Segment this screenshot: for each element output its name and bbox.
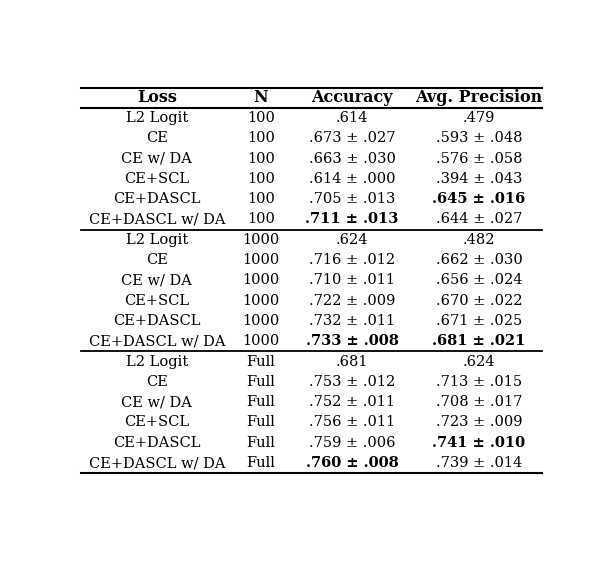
Text: .732 ± .011: .732 ± .011 xyxy=(309,314,395,328)
Text: Full: Full xyxy=(246,415,275,430)
Text: .670 ± .022: .670 ± .022 xyxy=(436,294,522,308)
Text: .479: .479 xyxy=(463,111,495,125)
Text: Avg. Precision: Avg. Precision xyxy=(415,89,542,106)
Text: N: N xyxy=(254,89,268,106)
Text: CE+DASCL w/ DA: CE+DASCL w/ DA xyxy=(89,456,225,470)
Text: .673 ± .027: .673 ± .027 xyxy=(309,131,395,145)
Text: Full: Full xyxy=(246,456,275,470)
Text: Full: Full xyxy=(246,436,275,450)
Text: CE+DASCL: CE+DASCL xyxy=(113,314,201,328)
Text: .671 ± .025: .671 ± .025 xyxy=(436,314,522,328)
Text: 1000: 1000 xyxy=(242,314,280,328)
Text: L2 Logit: L2 Logit xyxy=(126,111,188,125)
Text: .482: .482 xyxy=(463,233,496,247)
Text: .394 ± .043: .394 ± .043 xyxy=(436,172,522,186)
Text: CE w/ DA: CE w/ DA xyxy=(122,152,192,166)
Text: .614: .614 xyxy=(336,111,368,125)
Text: .711 ± .013: .711 ± .013 xyxy=(305,212,399,226)
Text: .645 ± .016: .645 ± .016 xyxy=(432,192,526,206)
Text: .716 ± .012: .716 ± .012 xyxy=(309,253,395,267)
Text: L2 Logit: L2 Logit xyxy=(126,233,188,247)
Text: 100: 100 xyxy=(247,152,275,166)
Text: .576 ± .058: .576 ± .058 xyxy=(436,152,522,166)
Text: .739 ± .014: .739 ± .014 xyxy=(436,456,522,470)
Text: L2 Logit: L2 Logit xyxy=(126,354,188,368)
Text: .733 ± .008: .733 ± .008 xyxy=(306,335,398,348)
Text: .644 ± .027: .644 ± .027 xyxy=(436,212,522,226)
Text: .681 ± .021: .681 ± .021 xyxy=(432,335,526,348)
Text: Accuracy: Accuracy xyxy=(311,89,393,106)
Text: Full: Full xyxy=(246,375,275,389)
Text: .624: .624 xyxy=(336,233,368,247)
Text: 100: 100 xyxy=(247,192,275,206)
Text: 100: 100 xyxy=(247,131,275,145)
Text: .713 ± .015: .713 ± .015 xyxy=(436,375,522,389)
Text: CE: CE xyxy=(146,253,168,267)
Text: CE+DASCL w/ DA: CE+DASCL w/ DA xyxy=(89,335,225,348)
Text: CE+SCL: CE+SCL xyxy=(125,294,190,308)
Text: .723 ± .009: .723 ± .009 xyxy=(436,415,522,430)
Text: .705 ± .013: .705 ± .013 xyxy=(309,192,395,206)
Text: .710 ± .011: .710 ± .011 xyxy=(309,273,395,288)
Text: .708 ± .017: .708 ± .017 xyxy=(436,395,522,409)
Text: 100: 100 xyxy=(247,111,275,125)
Text: .741 ± .010: .741 ± .010 xyxy=(432,436,525,450)
Text: Full: Full xyxy=(246,354,275,368)
Text: 100: 100 xyxy=(247,212,275,226)
Text: .593 ± .048: .593 ± .048 xyxy=(436,131,522,145)
Text: .663 ± .030: .663 ± .030 xyxy=(309,152,395,166)
Text: .752 ± .011: .752 ± .011 xyxy=(309,395,395,409)
Text: CE+SCL: CE+SCL xyxy=(125,415,190,430)
Text: CE+DASCL: CE+DASCL xyxy=(113,192,201,206)
Text: CE+SCL: CE+SCL xyxy=(125,172,190,186)
Text: CE w/ DA: CE w/ DA xyxy=(122,395,192,409)
Text: .760 ± .008: .760 ± .008 xyxy=(306,456,398,470)
Text: CE w/ DA: CE w/ DA xyxy=(122,273,192,288)
Text: .722 ± .009: .722 ± .009 xyxy=(309,294,395,308)
Text: Full: Full xyxy=(246,395,275,409)
Text: .614 ± .000: .614 ± .000 xyxy=(309,172,395,186)
Text: .753 ± .012: .753 ± .012 xyxy=(309,375,395,389)
Text: 1000: 1000 xyxy=(242,294,280,308)
Text: Loss: Loss xyxy=(137,89,177,106)
Text: CE+DASCL: CE+DASCL xyxy=(113,436,201,450)
Text: CE: CE xyxy=(146,131,168,145)
Text: 1000: 1000 xyxy=(242,335,280,348)
Text: .681: .681 xyxy=(336,354,368,368)
Text: CE+DASCL w/ DA: CE+DASCL w/ DA xyxy=(89,212,225,226)
Text: 1000: 1000 xyxy=(242,233,280,247)
Text: .662 ± .030: .662 ± .030 xyxy=(435,253,522,267)
Text: CE: CE xyxy=(146,375,168,389)
Text: .624: .624 xyxy=(463,354,496,368)
Text: .759 ± .006: .759 ± .006 xyxy=(309,436,395,450)
Text: 1000: 1000 xyxy=(242,253,280,267)
Text: .656 ± .024: .656 ± .024 xyxy=(436,273,522,288)
Text: 100: 100 xyxy=(247,172,275,186)
Text: 1000: 1000 xyxy=(242,273,280,288)
Text: .756 ± .011: .756 ± .011 xyxy=(309,415,395,430)
